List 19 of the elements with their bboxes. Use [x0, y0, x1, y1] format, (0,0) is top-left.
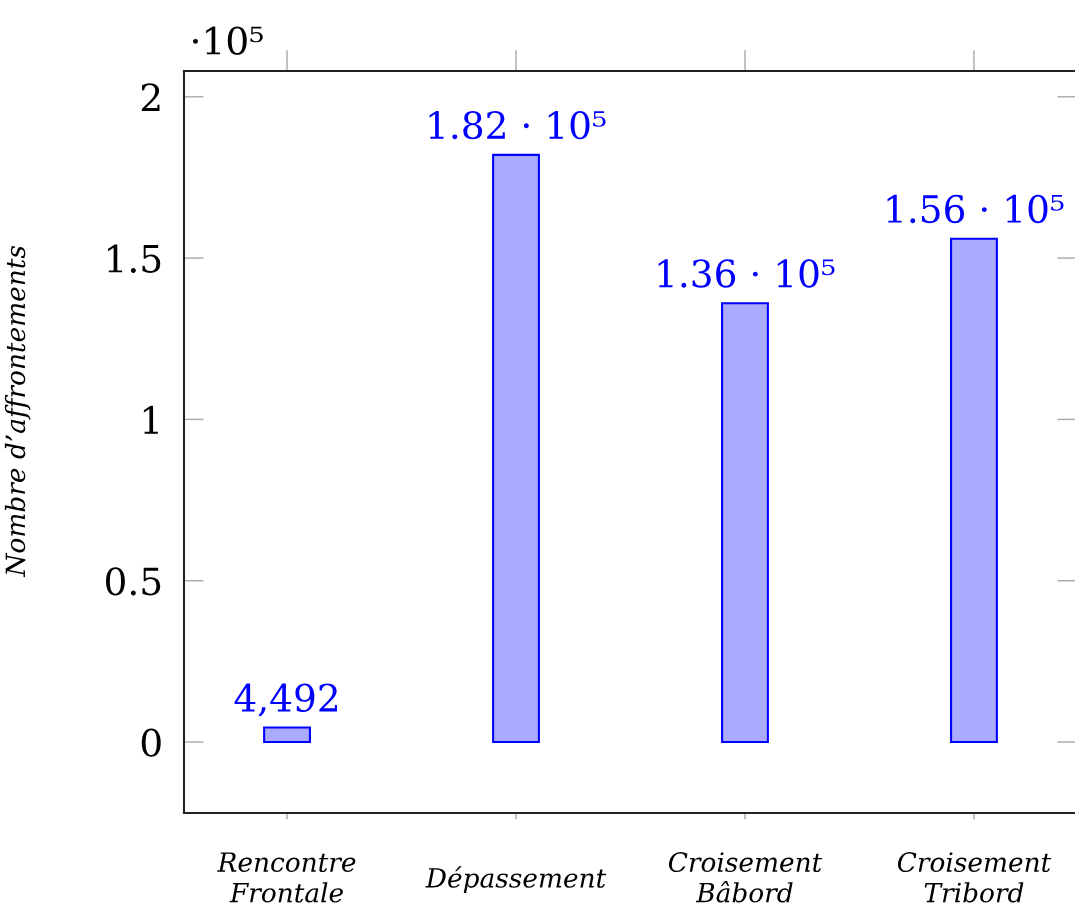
y-tick-label: 0.5 [106, 567, 161, 596]
y-tick-label: 1 [143, 405, 158, 434]
text: ·10⁵ [193, 26, 263, 55]
bar [492, 153, 540, 744]
y-axis-title: Nombre d’affrontements [4, 245, 31, 578]
bar [950, 237, 998, 744]
bar [263, 726, 311, 744]
y-tick-label: 2 [141, 83, 160, 112]
y-tick-label: 0 [141, 728, 161, 757]
annotation: 4,492 [234, 683, 338, 717]
annotation: 1.56 · 10⁵ [887, 194, 1064, 224]
x-tick-label: Croisement Bâbord [668, 852, 823, 903]
annotation: 1.82 · 10⁵ [429, 110, 606, 140]
y-tick-label: 1.5 [108, 244, 161, 273]
x-tick-label: Croisement Tribord [897, 852, 1052, 903]
x-tick-label: Rencontre Frontale [217, 852, 356, 903]
annotation: 1.36 · 10⁵ [658, 259, 835, 288]
bar [721, 302, 769, 744]
x-tick-label: Dépassement [425, 866, 607, 893]
